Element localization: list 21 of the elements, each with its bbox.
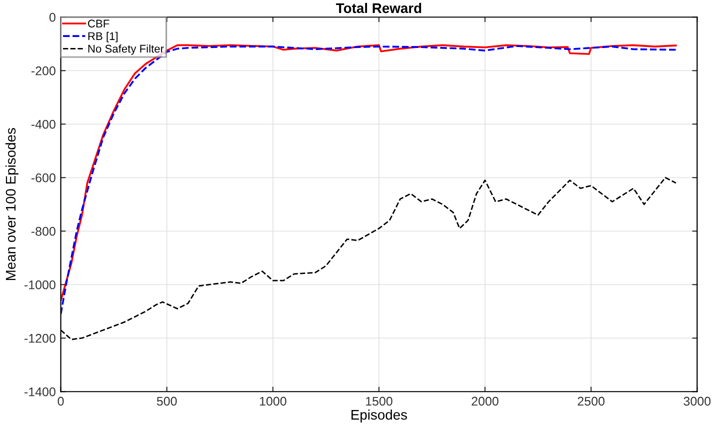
y-tick-label: 0 xyxy=(49,12,56,22)
legend-label: CBF xyxy=(88,20,110,28)
y-axis-title: Mean over 100 Episodes xyxy=(5,128,18,280)
x-axis-title: Episodes xyxy=(352,410,408,422)
legend-label: RB [1] xyxy=(88,32,118,42)
y-tick-label: -1000 xyxy=(24,280,56,290)
y-tick-label: -800 xyxy=(31,226,56,236)
x-tick-label: 500 xyxy=(156,396,177,406)
x-tick-label: 2000 xyxy=(472,396,498,406)
y-tick-label: -600 xyxy=(31,173,56,182)
y-tick-label: -400 xyxy=(31,120,56,129)
x-tick-label: 1000 xyxy=(260,396,286,406)
y-tick-label: -1400 xyxy=(24,387,56,396)
x-tick-label: 2500 xyxy=(578,396,604,406)
x-tick-label: 1500 xyxy=(366,396,392,406)
y-tick-label: -200 xyxy=(31,66,56,76)
chart-title: Total Reward xyxy=(336,2,422,14)
x-tick-label: 3000 xyxy=(684,396,711,406)
y-tick-label: -1200 xyxy=(24,334,56,343)
x-tick-label: 0 xyxy=(58,396,64,406)
legend-label: No Safety Filter xyxy=(88,44,164,55)
